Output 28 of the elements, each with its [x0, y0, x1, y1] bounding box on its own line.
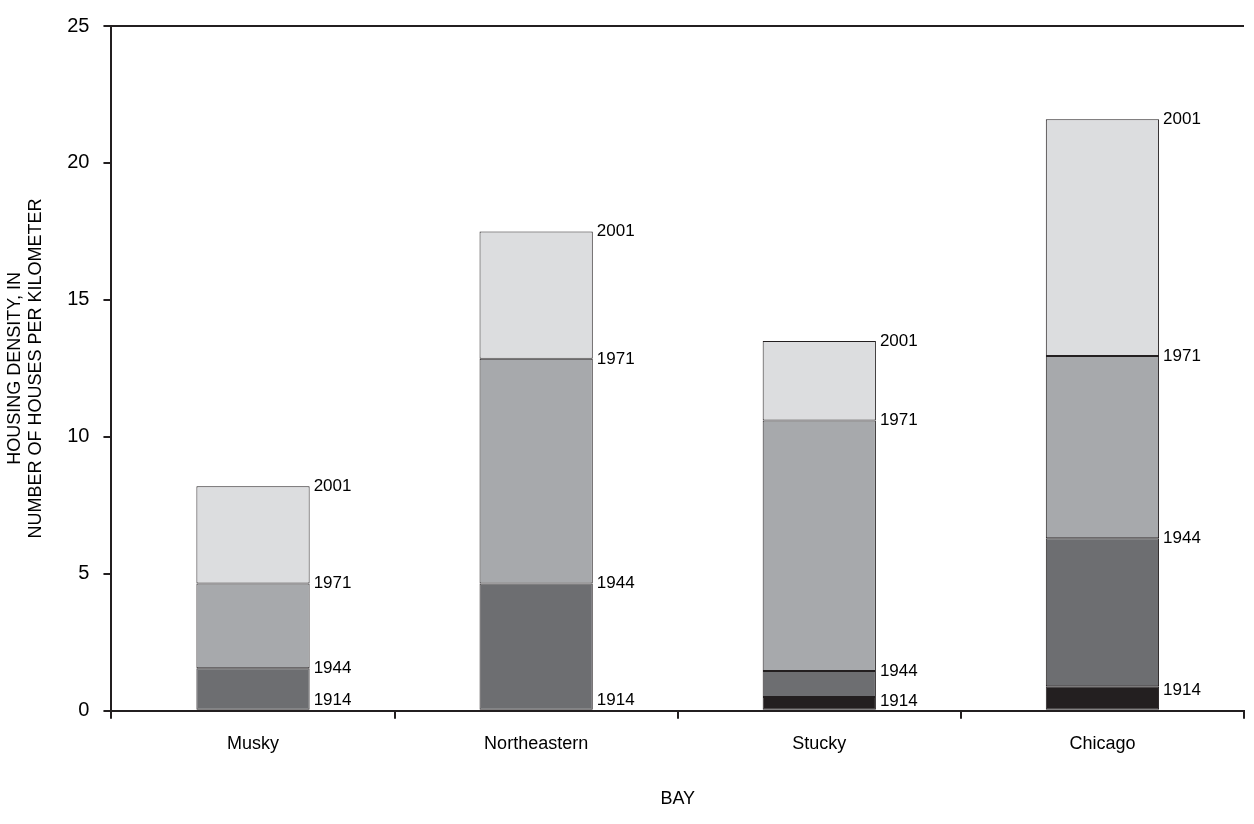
- text: 1971: [1163, 345, 1201, 365]
- text: 1914: [596, 690, 635, 710]
- text: 1914: [1163, 679, 1201, 699]
- y-tick-label: 25: [67, 13, 90, 36]
- y-tick-label: 10: [67, 424, 90, 447]
- y-tick-label: 20: [67, 150, 90, 173]
- series-label: 2001: [313, 475, 352, 495]
- x-tick-label: Chicago: [1069, 732, 1136, 753]
- text: 1944: [596, 573, 635, 593]
- text: 2001: [596, 221, 635, 241]
- text: 1971: [879, 410, 918, 430]
- x-tick-label: Stucky: [792, 732, 847, 753]
- text: 1944: [879, 660, 918, 680]
- y-tick-label: 15: [67, 287, 90, 310]
- x-axis-title: BAY: [660, 788, 696, 809]
- text: 1971: [596, 348, 635, 368]
- series-label: 1971: [313, 573, 352, 593]
- text: 2001: [879, 330, 918, 350]
- series-label: 1944: [313, 658, 352, 678]
- text: 1914: [313, 690, 352, 710]
- x-tick-label: Northeastern: [484, 732, 589, 753]
- series-label: 1914: [879, 690, 918, 710]
- text: 1944: [1163, 527, 1201, 547]
- y-tick-label: 0: [78, 698, 90, 721]
- x-tick-label: Musky: [227, 732, 280, 753]
- y-axis-title: HOUSING DENSITY, IN NUMBER OF HOUSES PER KILOMETER: [3, 198, 46, 539]
- text: 2001: [1163, 108, 1201, 128]
- y-tick-label: 5: [78, 561, 90, 584]
